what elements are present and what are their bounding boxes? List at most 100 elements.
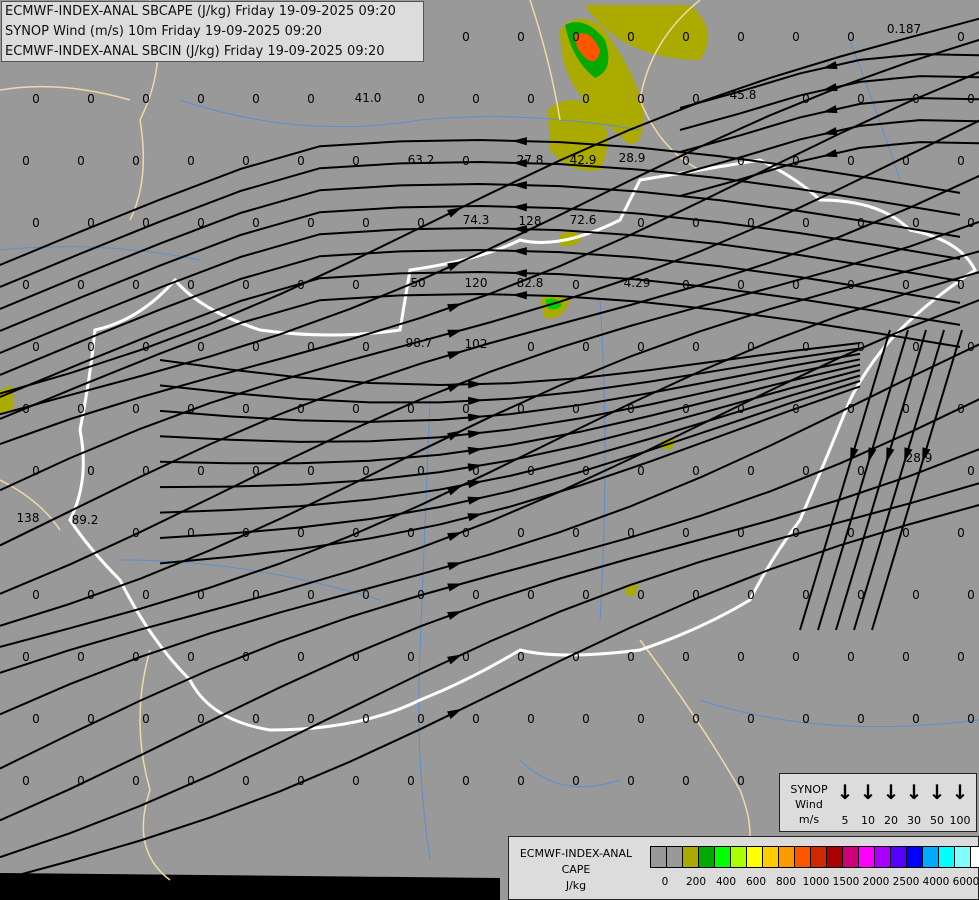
- cape-color-swatch: [907, 847, 923, 867]
- regional-border: [0, 85, 131, 101]
- cape-tick-label: 0: [661, 876, 669, 888]
- streamline: [0, 17, 979, 395]
- cape-value-label: 0: [197, 712, 205, 726]
- cape-value-label: 0: [967, 340, 975, 354]
- cape-color-swatch: [779, 847, 795, 867]
- streamline-arrow: [447, 351, 463, 360]
- streamline: [679, 97, 979, 153]
- cape-value-label: 45.8: [729, 88, 757, 102]
- wind-legend-title-line: SYNOP: [790, 783, 828, 796]
- cape-value-label: 0: [132, 402, 140, 416]
- streamline: [817, 329, 909, 631]
- cape-value-label: 0: [22, 774, 30, 788]
- cape-value-label: 0: [737, 402, 745, 416]
- cape-value-label: 0: [747, 464, 755, 478]
- cape-value-label: 0: [637, 588, 645, 602]
- cape-value-label: 0: [297, 526, 305, 540]
- wind-speed-label: 10: [861, 814, 875, 827]
- cape-color-swatch: [859, 847, 875, 867]
- cape-value-label: 0: [582, 464, 590, 478]
- streamline: [835, 329, 927, 631]
- cape-value-label: 0: [682, 526, 690, 540]
- cape-value-label: 0: [847, 650, 855, 664]
- cape-value-label: 0: [572, 30, 580, 44]
- cape-value-label: 0: [22, 278, 30, 292]
- cape-value-label: 0: [297, 154, 305, 168]
- streamline-arrow: [512, 291, 527, 300]
- cape-value-label: 0: [87, 92, 95, 106]
- wind-legend-item: ↓ 100: [949, 780, 971, 827]
- cape-value-label: 0: [352, 278, 360, 292]
- cape-value-label: 0: [242, 402, 250, 416]
- country-border: [68, 158, 977, 732]
- cape-value-label: 0: [682, 278, 690, 292]
- streamline: [0, 448, 979, 822]
- cape-value-label: 138: [16, 511, 40, 525]
- cape-value-label: 0: [737, 774, 745, 788]
- streamline: [159, 352, 861, 423]
- cape-value-label: 0: [362, 712, 370, 726]
- cape-color-swatch: [731, 847, 747, 867]
- cape-value-label: 0: [407, 650, 415, 664]
- cape-area: [548, 100, 608, 171]
- cape-value-label: 0: [472, 464, 480, 478]
- cape-value-label: 0: [417, 712, 425, 726]
- streamline-arrow: [447, 583, 463, 592]
- cape-value-label: 0: [417, 92, 425, 106]
- cape-value-label: 0: [847, 154, 855, 168]
- cape-value-label: 0: [637, 340, 645, 354]
- cape-value-label: 0: [737, 526, 745, 540]
- cape-value-label: 0: [132, 278, 140, 292]
- cape-value-label: 0: [582, 712, 590, 726]
- cape-value-label: 0: [187, 402, 195, 416]
- wind-legend-item: ↓ 20: [880, 780, 902, 827]
- streamline-arrow: [512, 225, 527, 234]
- cape-value-label: 0: [857, 464, 865, 478]
- cape-value-label: 0: [627, 774, 635, 788]
- cape-value-label: 63.2: [407, 153, 435, 167]
- cape-value-label: 0: [857, 712, 865, 726]
- cape-value-label: 0: [847, 402, 855, 416]
- streamline-arrow: [850, 447, 859, 463]
- river: [599, 299, 606, 621]
- streamline-arrow: [822, 61, 838, 70]
- cape-value-label: 0: [352, 402, 360, 416]
- cape-value-label: 128: [518, 214, 542, 228]
- cape-value-label: 0: [527, 340, 535, 354]
- cape-tick-label: 400: [715, 876, 737, 888]
- streamline: [159, 385, 861, 565]
- cape-tick-label: 2000: [862, 876, 890, 888]
- cape-value-label: 0: [692, 340, 700, 354]
- streamline-arrow: [467, 430, 483, 439]
- cape-color-swatch: [747, 847, 763, 867]
- cape-value-label: 0: [187, 650, 195, 664]
- cape-color-swatch: [827, 847, 843, 867]
- cape-value-label: 74.3: [462, 213, 490, 227]
- arrow-down-icon: ↓: [905, 780, 923, 804]
- streamline-arrow: [512, 137, 527, 146]
- cape-value-label: 0: [572, 278, 580, 292]
- cape-value-label: 42.9: [569, 153, 597, 167]
- streamline-arrow: [467, 396, 483, 406]
- streamline: [871, 329, 963, 631]
- streamline: [0, 119, 979, 492]
- cape-value-label: 0: [417, 464, 425, 478]
- cape-value-label: 0: [242, 650, 250, 664]
- cape-value-label: 0: [417, 216, 425, 230]
- streamline: [0, 183, 961, 310]
- cape-value-label: 0: [142, 340, 150, 354]
- cape-value-label: 0: [417, 588, 425, 602]
- streamline-arrow: [467, 463, 483, 472]
- title-line-cape: ECMWF-INDEX-ANAL SBCAPE (J/kg) Friday 19…: [5, 4, 396, 19]
- cape-value-label: 0: [792, 30, 800, 44]
- cape-value-label: 0: [472, 588, 480, 602]
- cape-value-label: 0: [517, 402, 525, 416]
- cape-value-label: 0: [242, 526, 250, 540]
- streamline: [0, 249, 961, 376]
- cape-value-label: 82.8: [516, 276, 544, 290]
- cape-value-label: 0: [847, 278, 855, 292]
- streamline: [0, 161, 961, 288]
- cape-color-swatch: [891, 847, 907, 867]
- streamline: [159, 374, 861, 514]
